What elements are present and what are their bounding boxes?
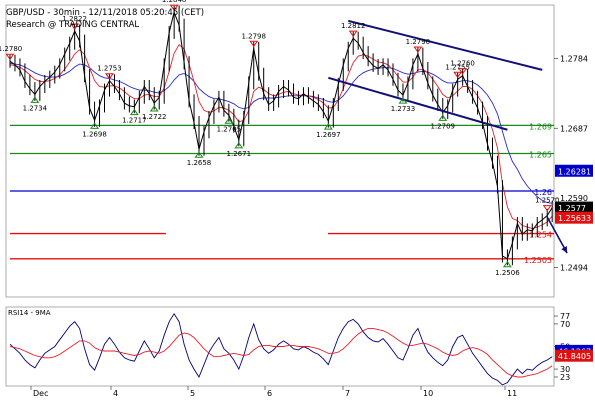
level-label: 1.269 (529, 122, 552, 131)
rsi-axis-label: 30 (560, 365, 570, 374)
price-axis-label: 1.2494 (560, 263, 588, 272)
swing-high-label: 1.2798 (241, 32, 266, 40)
price-tag-label: 1.2577 (558, 204, 586, 213)
swing-high-label: 1.2760 (450, 60, 475, 68)
swing-high-label: 1.2848 (162, 0, 187, 4)
swing-low-label: 1.2705 (217, 125, 242, 133)
swing-high-marker (348, 30, 358, 38)
swing-low-label: 1.2506 (495, 269, 520, 277)
swing-high-label: 1.2780 (0, 45, 22, 53)
swing-high-marker (453, 71, 463, 79)
swing-low-label: 1.2658 (187, 159, 212, 167)
rsi-axis-label: 23 (560, 373, 570, 382)
swing-low-label: 1.2698 (82, 130, 107, 138)
forecast-arrowhead (561, 246, 568, 254)
level-label: 1.254 (529, 231, 552, 240)
swing-high-marker (169, 4, 179, 12)
swing-low-marker (323, 123, 333, 130)
ma-slow-line (9, 62, 553, 204)
swing-high-label: 1.2570 (535, 197, 560, 205)
channel-lower-line (328, 76, 508, 131)
swing-low-label: 1.2733 (391, 105, 416, 113)
swing-low-marker (149, 105, 159, 112)
rsi-tag-box (555, 349, 593, 362)
swing-low-marker (234, 141, 244, 149)
rsi-axis-label: 77 (560, 312, 570, 321)
swing-low-label: 1.2722 (142, 113, 167, 121)
price-tag-label: 1.25633 (558, 214, 591, 223)
time-axis-label: 11 (507, 389, 517, 398)
price-tag-label: 1.26281 (558, 167, 591, 176)
swing-high-marker (249, 40, 259, 48)
swing-high-marker (70, 23, 80, 30)
time-axis-label: 10 (423, 389, 433, 398)
price-tag-box (555, 211, 593, 224)
price-tag-box (555, 164, 593, 177)
swing-low-label: 1.2671 (227, 150, 252, 158)
level-label: 1.2505 (524, 256, 552, 265)
swing-low-label: 1.2709 (430, 122, 455, 130)
time-axis-label: 4 (113, 389, 118, 398)
swing-low-marker (90, 122, 100, 129)
swing-high-label: 1.2753 (97, 65, 122, 73)
swing-high-marker (458, 68, 468, 75)
swing-high-marker (413, 46, 423, 53)
rsi-line (9, 312, 553, 386)
swing-low-marker (224, 117, 234, 124)
price-panel-frame (5, 4, 555, 298)
swing-low-marker (502, 260, 512, 268)
swing-high-label: 1.2812 (341, 22, 366, 30)
swing-low-marker (398, 97, 408, 104)
rsi-panel-title: RSI14 - 9MA (8, 309, 51, 317)
price-axis-label: 1.2687 (560, 124, 588, 133)
swing-low-marker (129, 108, 139, 116)
level-label: 1.26 (534, 188, 552, 197)
swing-high-marker (542, 205, 552, 212)
swing-low-label: 1.2734 (23, 104, 48, 112)
price-axis-label: 1.2590 (560, 194, 588, 203)
swing-low-label: 1.2717 (122, 117, 147, 125)
swing-low-marker (30, 96, 40, 103)
time-axis-label: 6 (267, 389, 272, 398)
swing-low-marker (438, 114, 448, 121)
rsi-tag-label: 41.8405 (558, 352, 591, 361)
rsi-axis-label: 70 (560, 320, 570, 329)
forecast-arrow-line (546, 216, 568, 254)
channel-upper-line (347, 19, 543, 71)
time-axis-label: 7 (345, 389, 350, 398)
ma-fast-line (9, 44, 553, 229)
price-line (9, 10, 553, 260)
chart-source: Research @ TRADING CENTRAL (6, 20, 140, 30)
swing-high-marker (105, 73, 114, 80)
swing-low-label: 1.2697 (316, 131, 341, 139)
swing-high-marker (5, 53, 15, 61)
time-axis-label: 5 (190, 389, 195, 398)
rsi-ma-line (9, 327, 553, 378)
level-label: 1.265 (529, 151, 552, 160)
time-axis-label: Dec (33, 389, 48, 398)
swing-low-marker (194, 151, 204, 158)
swing-high-label: 1.2755 (445, 63, 470, 71)
price-axis-label: 1.2784 (560, 54, 588, 63)
swing-high-label: 1.2790 (406, 38, 431, 46)
swing-high-label: 1.2822 (62, 15, 87, 23)
chart-title: GBP/USD - 30min - 12/11/2018 05:20:45 (C… (6, 8, 205, 18)
price-tag-box (555, 201, 593, 214)
